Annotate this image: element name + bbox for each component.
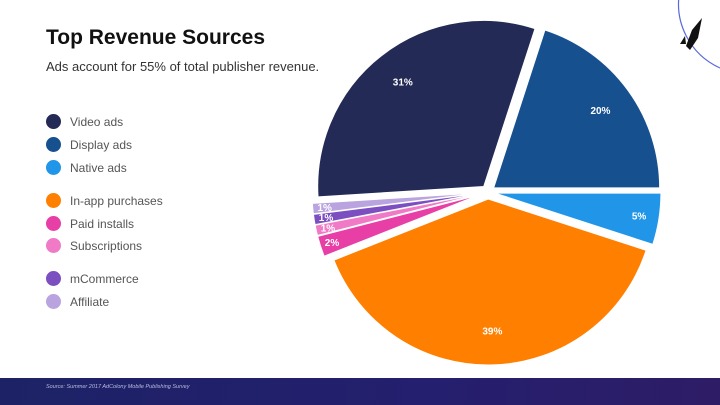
legend-label: In-app purchases	[70, 193, 163, 208]
legend-label: Subscriptions	[70, 238, 143, 253]
pie-slice-paid-installs	[317, 194, 479, 257]
legend-swatch	[46, 216, 61, 231]
legend-item: mCommerce	[46, 271, 139, 286]
legend-swatch	[46, 160, 61, 175]
legend-item: Subscriptions	[46, 238, 142, 253]
data-label: 31%	[393, 78, 413, 89]
rocket-icon	[680, 18, 702, 55]
source-note: Source: Summer 2017 AdColony Mobile Publ…	[46, 384, 190, 390]
pie-slice-affiliate	[311, 192, 479, 215]
pie-chart: 5%39%2%1%1%1%31%20%	[311, 19, 662, 366]
legend-label: mCommerce	[70, 271, 139, 286]
data-label: 1%	[318, 203, 333, 214]
data-label: 39%	[482, 326, 502, 337]
legend-item: Affiliate	[46, 294, 109, 309]
logo-arc	[677, 0, 720, 69]
legend-label: Affiliate	[70, 294, 110, 309]
pie-slice-mcommerce	[312, 193, 479, 226]
data-label: 20%	[590, 106, 610, 117]
data-label: 1%	[319, 213, 334, 224]
pie-slice-native-ads	[494, 192, 662, 246]
legend-label: Display ads	[70, 137, 133, 152]
page-title: Top Revenue Sources	[46, 26, 266, 49]
legend-swatch	[46, 137, 61, 152]
legend-item: Display ads	[46, 137, 132, 152]
legend-item: Paid installs	[46, 216, 134, 231]
data-label: 2%	[325, 238, 340, 249]
legend-swatch	[46, 294, 61, 309]
rocket-logo	[677, 0, 720, 69]
legend-swatch	[46, 193, 61, 208]
legend-item: In-app purchases	[46, 193, 163, 208]
data-label: 5%	[632, 211, 647, 222]
footer: Source: Summer 2017 AdColony Mobile Publ…	[0, 378, 720, 405]
legend-item: Video ads	[46, 114, 123, 129]
pie-slice-display-ads	[492, 29, 661, 189]
data-label: 1%	[321, 223, 336, 234]
pie-slice-video-ads	[317, 19, 536, 198]
legend-label: Video ads	[70, 114, 124, 129]
legend-label: Paid installs	[70, 216, 135, 231]
legend-item: Native ads	[46, 160, 127, 175]
pie-slice-in-app-purchases	[333, 198, 647, 366]
page-subtitle: Ads account for 55% of total publisher r…	[46, 59, 320, 74]
legend-swatch	[46, 238, 61, 253]
legend-swatch	[46, 114, 61, 129]
legend-swatch	[46, 271, 61, 286]
pie-slice-subscriptions	[314, 193, 479, 237]
legend-label: Native ads	[70, 160, 127, 175]
